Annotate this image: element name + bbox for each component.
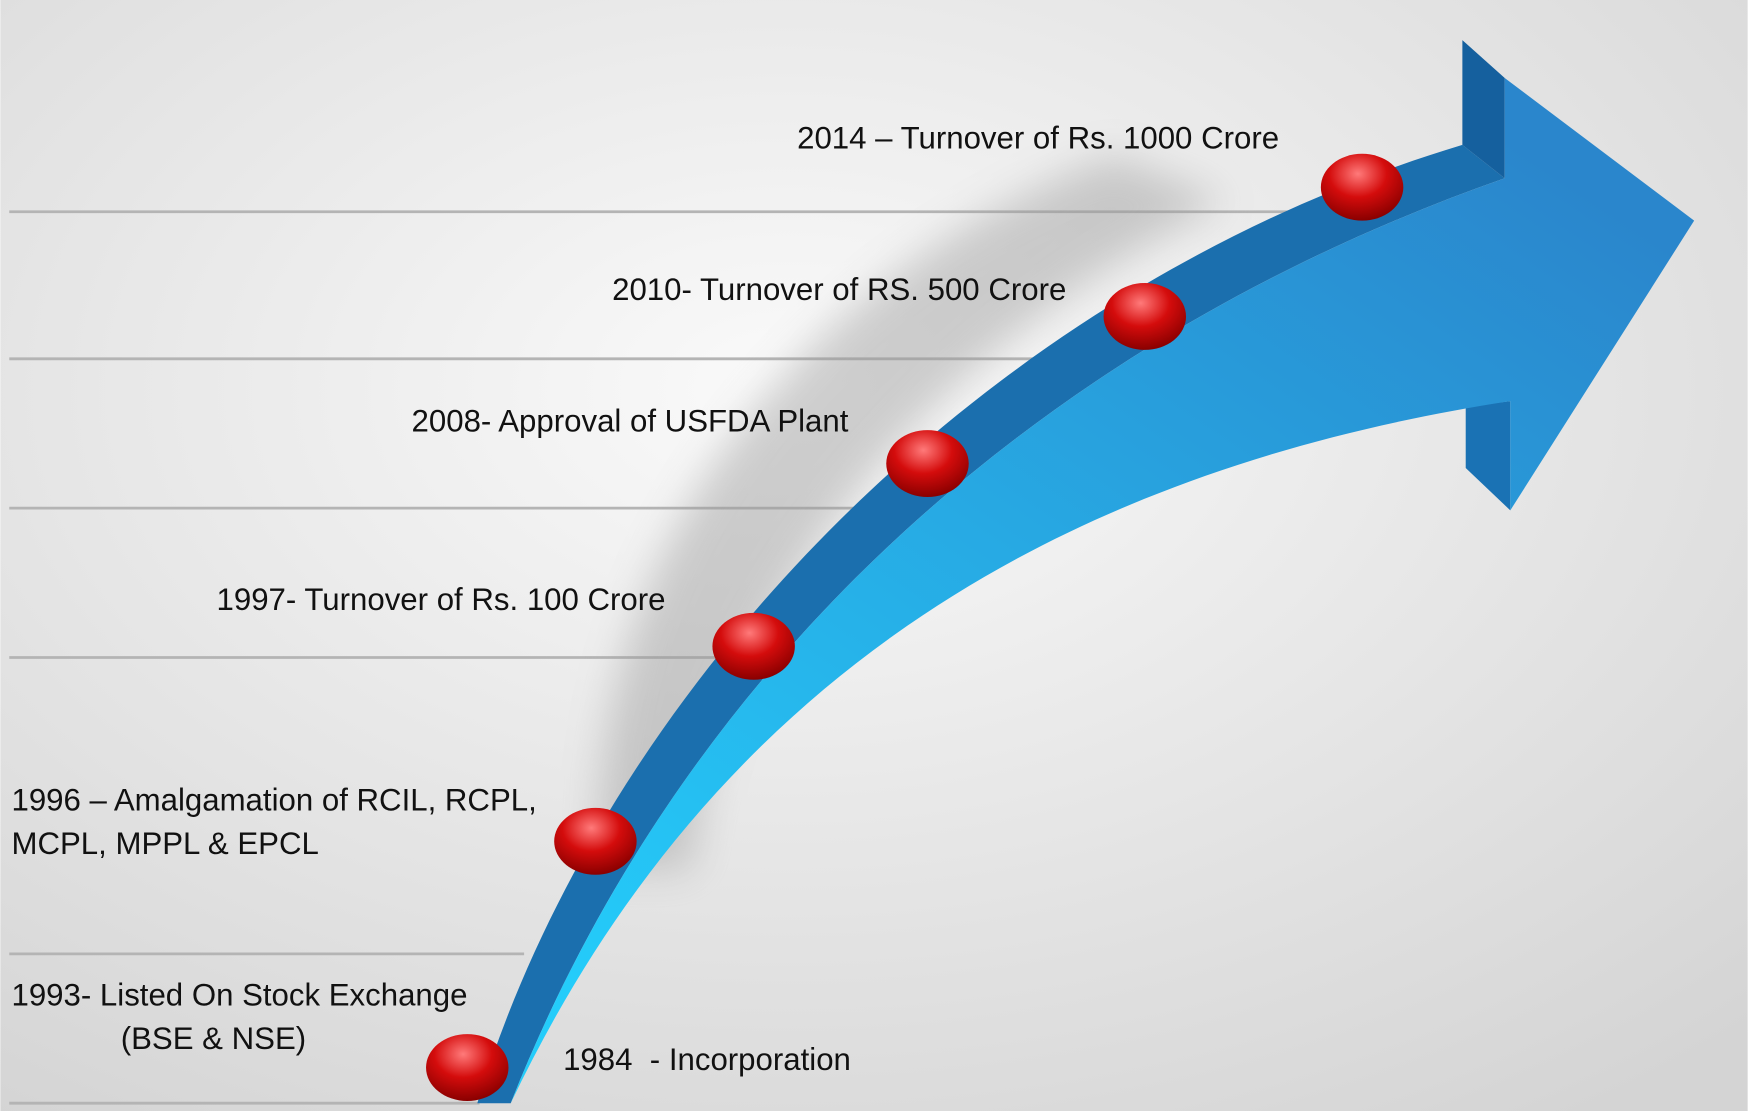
milestone-label: 1993- Listed On Stock Exchange: [11, 978, 467, 1013]
milestone-label: 2010- Turnover of RS. 500 Crore: [612, 272, 1066, 307]
milestone-label: 1996 – Amalgamation of RCIL, RCPL,: [11, 783, 536, 818]
milestone-label: MCPL, MPPL & EPCL: [11, 826, 318, 861]
timeline-diagram: 2014 – Turnover of Rs. 1000 Crore 2010- …: [0, 0, 1748, 1111]
marker: [886, 430, 968, 497]
marker: [712, 613, 794, 680]
milestone-label: 1997- Turnover of Rs. 100 Crore: [217, 582, 666, 617]
page: 2014 – Turnover of Rs. 1000 Crore 2010- …: [0, 0, 1748, 1111]
milestone-label: 1984 - Incorporation: [563, 1042, 851, 1077]
marker: [1321, 154, 1403, 221]
marker: [1104, 283, 1186, 350]
milestone-label: (BSE & NSE): [121, 1021, 306, 1056]
milestone-label: 2014 – Turnover of Rs. 1000 Crore: [797, 121, 1279, 156]
marker: [426, 1034, 508, 1101]
milestone-label: 2008- Approval of USFDA Plant: [412, 404, 849, 439]
marker: [554, 808, 636, 875]
